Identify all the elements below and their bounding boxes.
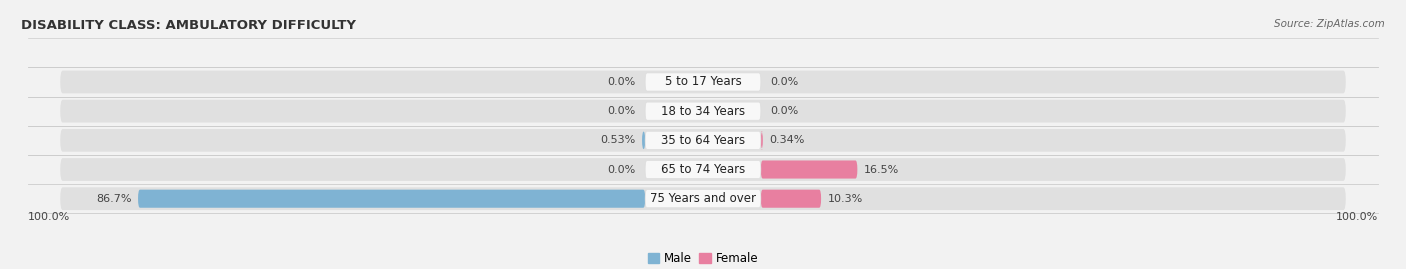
Text: 35 to 64 Years: 35 to 64 Years [661, 134, 745, 147]
FancyBboxPatch shape [645, 73, 761, 91]
FancyBboxPatch shape [645, 161, 761, 179]
FancyBboxPatch shape [645, 190, 761, 208]
Text: 0.0%: 0.0% [770, 106, 799, 116]
Text: DISABILITY CLASS: AMBULATORY DIFFICULTY: DISABILITY CLASS: AMBULATORY DIFFICULTY [21, 19, 356, 32]
Text: 100.0%: 100.0% [1336, 212, 1378, 222]
FancyBboxPatch shape [60, 187, 1346, 210]
FancyBboxPatch shape [138, 190, 645, 208]
FancyBboxPatch shape [643, 131, 645, 149]
FancyBboxPatch shape [761, 190, 821, 208]
FancyBboxPatch shape [761, 131, 763, 149]
Text: 86.7%: 86.7% [96, 194, 132, 204]
Text: 18 to 34 Years: 18 to 34 Years [661, 105, 745, 118]
Text: 0.0%: 0.0% [607, 77, 636, 87]
FancyBboxPatch shape [60, 70, 1346, 93]
Text: 0.0%: 0.0% [607, 165, 636, 175]
Text: 0.0%: 0.0% [770, 77, 799, 87]
FancyBboxPatch shape [60, 129, 1346, 152]
FancyBboxPatch shape [645, 102, 761, 120]
Text: 0.53%: 0.53% [600, 135, 636, 145]
Text: 75 Years and over: 75 Years and over [650, 192, 756, 205]
Text: 65 to 74 Years: 65 to 74 Years [661, 163, 745, 176]
FancyBboxPatch shape [761, 161, 858, 179]
Legend: Male, Female: Male, Female [643, 247, 763, 269]
FancyBboxPatch shape [645, 131, 761, 149]
Text: 5 to 17 Years: 5 to 17 Years [665, 76, 741, 89]
Text: 10.3%: 10.3% [828, 194, 863, 204]
FancyBboxPatch shape [60, 100, 1346, 123]
FancyBboxPatch shape [60, 158, 1346, 181]
Text: Source: ZipAtlas.com: Source: ZipAtlas.com [1274, 19, 1385, 29]
Text: 0.0%: 0.0% [607, 106, 636, 116]
Text: 0.34%: 0.34% [769, 135, 804, 145]
Text: 100.0%: 100.0% [28, 212, 70, 222]
Text: 16.5%: 16.5% [863, 165, 898, 175]
